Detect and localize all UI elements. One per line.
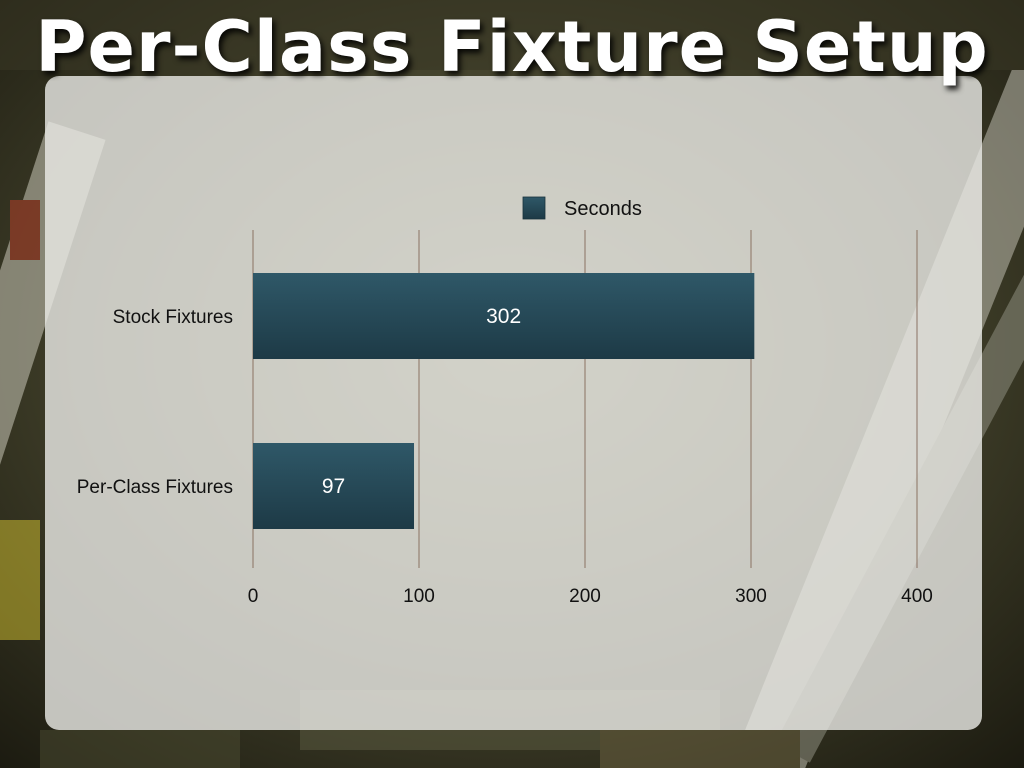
chart-legend: Seconds <box>522 196 642 220</box>
category-labels: Stock Fixtures Per-Class Fixtures <box>77 307 233 498</box>
category-label-stock-fixtures: Stock Fixtures <box>113 307 233 328</box>
x-tick-label-100: 100 <box>403 586 435 607</box>
bars <box>253 273 755 529</box>
category-label-per-class-fixtures: Per-Class Fixtures <box>77 477 233 498</box>
bar-per-class-fixtures <box>253 443 415 529</box>
slide-title: Per-Class Fixture Setup <box>35 6 989 88</box>
x-tick-label-400: 400 <box>901 586 933 607</box>
bar-stock-fixtures <box>253 273 755 359</box>
x-tick-label-200: 200 <box>569 586 601 607</box>
x-tick-label-0: 0 <box>248 586 259 607</box>
x-tick-label-300: 300 <box>735 586 767 607</box>
bar-data-labels: 302 97 <box>322 305 521 498</box>
data-label-stock-fixtures: 302 <box>486 305 521 328</box>
x-axis-tick-labels: 0 100 200 300 400 <box>248 586 933 607</box>
chart-panel <box>45 76 982 730</box>
data-label-per-class-fixtures: 97 <box>322 475 345 498</box>
legend-swatch <box>522 196 546 220</box>
legend-label: Seconds <box>564 198 642 220</box>
